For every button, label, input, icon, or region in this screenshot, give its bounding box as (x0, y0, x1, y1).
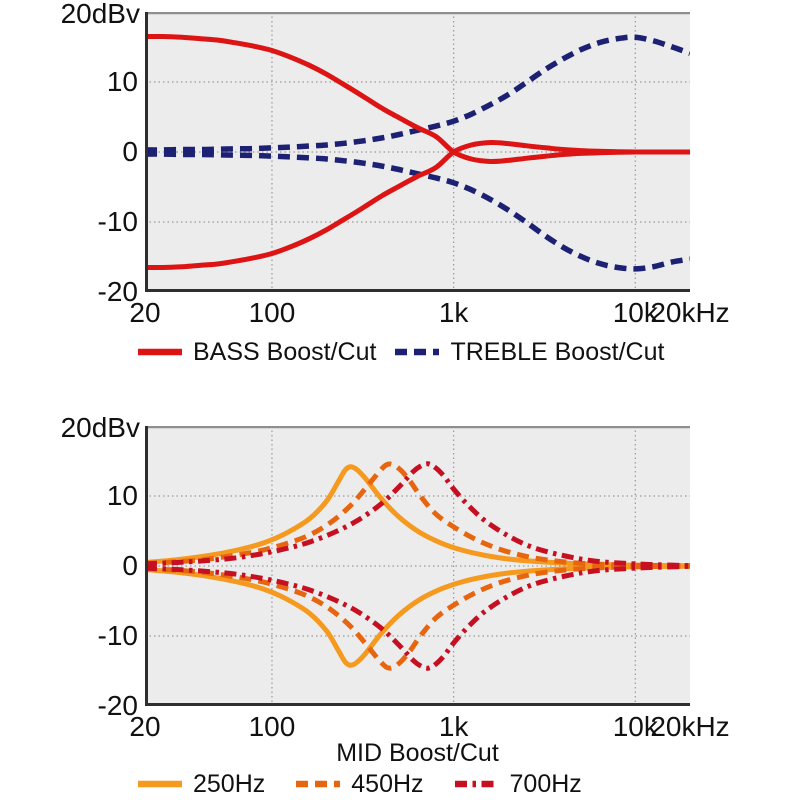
legend-item-bass-boost-cut: BASS Boost/Cut (137, 338, 376, 367)
legend-item-treble-boost-cut: TREBLE Boost/Cut (394, 338, 664, 367)
y-tick-label: 0 (122, 550, 138, 581)
legend-line-swatch (395, 348, 440, 356)
x-tick-label: 1k (438, 297, 469, 328)
bass-treble-chart (144, 11, 691, 297)
series-treble-boost (144, 34, 691, 153)
legend-item-450hz: 450Hz (295, 769, 424, 799)
series-450hz-cut (144, 563, 691, 671)
mid-chart (144, 425, 691, 711)
y-tick-label: 10 (106, 480, 138, 511)
mid-legend: 250Hz 450Hz 700Hz (137, 769, 582, 799)
y-tick-label: 0 (122, 136, 138, 167)
legend-line-swatch (138, 348, 182, 356)
legend-line-swatch (138, 780, 182, 788)
y-tick-label: 10 (106, 66, 138, 97)
x-tick-label: 100 (248, 297, 296, 328)
legend-line-swatch (296, 780, 341, 788)
x-tick-label: 1k (438, 711, 469, 742)
legend-label: 450Hz (351, 769, 424, 798)
x-tick-label: 20kHz (650, 711, 730, 742)
y-axis-unit-label-mid-chart: 20dBv (60, 412, 140, 443)
x-tick-label: 20kHz (650, 297, 730, 328)
legend-label: BASS Boost/Cut (193, 337, 377, 366)
series-250hz-cut (144, 563, 691, 668)
bass-treble-response-plot-area (144, 11, 691, 292)
series-700hz-boost (144, 461, 691, 569)
x-tick-label: 10k (612, 711, 658, 742)
mid-xaxis-title: MID Boost/Cut (336, 739, 499, 767)
legend-label: 250Hz (193, 769, 266, 798)
x-tick-label: 100 (248, 711, 296, 742)
y-axis-unit-label-top-chart: 20dBv (60, 0, 140, 29)
legend-line-swatch (454, 780, 499, 788)
series-bass-cut (144, 139, 690, 271)
y-tick-label: -10 (97, 620, 138, 651)
series-700hz-cut (144, 563, 691, 671)
legend-item-250hz: 250Hz (137, 770, 265, 799)
series-treble-cut (144, 151, 691, 272)
legend-label: 700Hz (509, 769, 582, 798)
axis-frame (145, 426, 690, 706)
legend-label: TREBLE Boost/Cut (450, 337, 665, 366)
mid-response-plot-area (144, 425, 691, 706)
x-tick-label: 20 (129, 297, 161, 328)
axis-frame (145, 12, 690, 292)
series-250hz-boost (144, 464, 691, 569)
series-450hz-boost (144, 461, 691, 569)
y-tick-label: -20 (97, 690, 138, 721)
bass-treble-legend: BASS Boost/Cut TREBLE Boost/Cut (137, 337, 664, 367)
y-tick-label: -10 (97, 206, 138, 237)
x-tick-label: 20 (129, 711, 161, 742)
legend-item-700hz: 700Hz (454, 770, 582, 799)
x-tick-label: 10k (612, 297, 658, 328)
y-tick-label: -20 (97, 276, 138, 307)
